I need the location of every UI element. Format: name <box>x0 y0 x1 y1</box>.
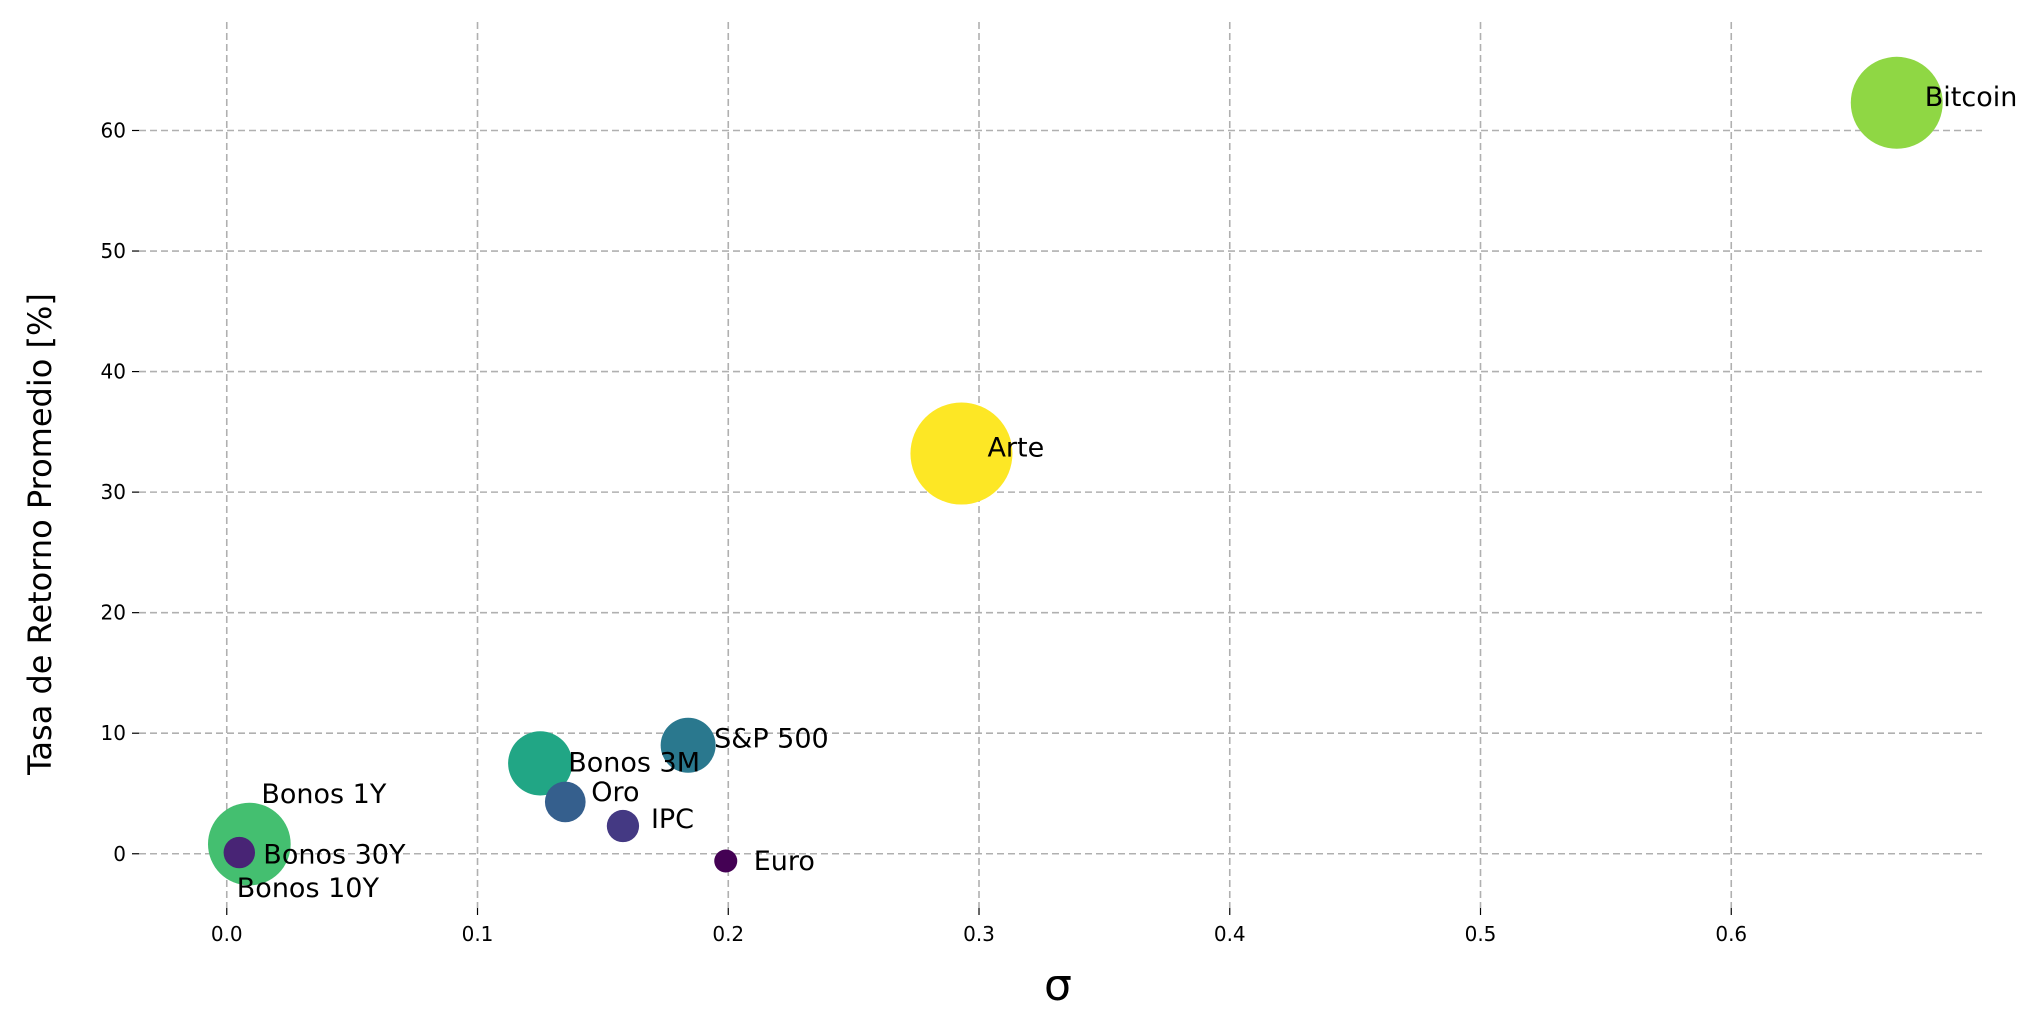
bubble-bitcoin <box>1850 56 1943 149</box>
label-bonos-10y: Bonos 10Y <box>237 873 380 904</box>
x-tick-label: 0.3 <box>963 922 995 946</box>
bubble-euro <box>714 849 738 873</box>
x-tick-label: 0.4 <box>1214 922 1246 946</box>
y-tick-label: 40 <box>101 360 126 384</box>
bubble-bonos-30y <box>223 836 256 869</box>
y-tick-label: 10 <box>101 721 126 745</box>
bubble-ipc <box>606 809 640 843</box>
axis-ticks: 0.0 0.1 0.2 0.3 0.4 0.5 0.6 0 10 20 30 40 50 60 <box>101 118 1748 946</box>
bubble-oro <box>544 781 586 823</box>
x-tick-label: 0.5 <box>1465 922 1497 946</box>
label-sandp-500: S&P 500 <box>714 723 829 754</box>
label-arte: Arte <box>987 433 1044 464</box>
y-tick-label: 30 <box>101 480 126 504</box>
label-oro: Oro <box>591 777 639 808</box>
bubble-arte <box>910 402 1013 505</box>
bubble-bonos-3m <box>508 731 573 796</box>
grid <box>139 22 1982 908</box>
label-bonos-3m: Bonos 3M <box>568 747 700 778</box>
bubble-sandp-500 <box>660 717 716 773</box>
label-ipc: IPC <box>651 804 694 835</box>
label-bonos-1y: Bonos 1Y <box>261 779 387 810</box>
x-tick-label: 0.1 <box>462 922 494 946</box>
label-euro: Euro <box>754 846 815 877</box>
y-tick-label: 20 <box>101 601 126 625</box>
label-bitcoin: Bitcoin <box>1925 82 2018 113</box>
y-tick-label: 0 <box>113 842 126 866</box>
bubbles <box>207 56 1943 886</box>
x-axis-label: σ <box>1044 960 1072 1011</box>
x-tick-label: 0.6 <box>1715 922 1747 946</box>
y-tick-label: 50 <box>101 239 126 263</box>
x-tick-label: 0.2 <box>712 922 744 946</box>
label-bonos-30y: Bonos 30Y <box>263 840 406 871</box>
x-tick-label: 0.0 <box>211 922 243 946</box>
y-tick-label: 60 <box>101 118 126 142</box>
y-axis-label: Tasa de Retorno Promedio [%] <box>21 293 59 776</box>
